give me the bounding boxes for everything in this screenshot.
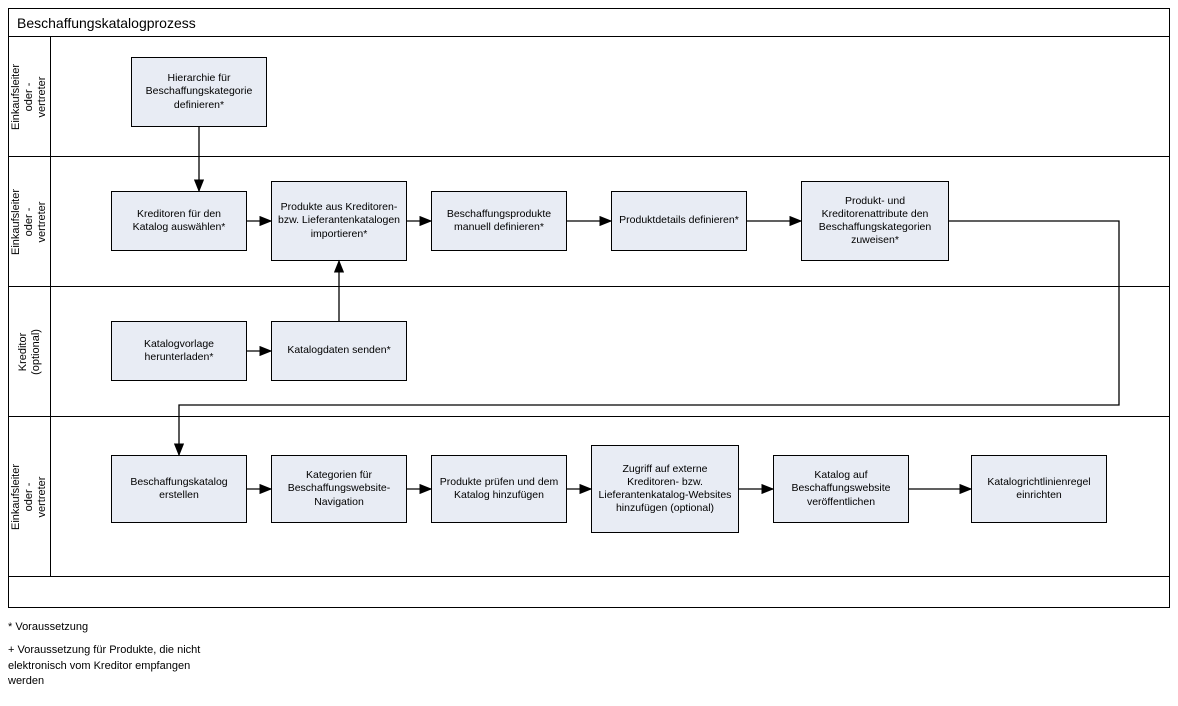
node-n1: Hierarchie für Beschaffungskategorie def… bbox=[131, 57, 267, 127]
footnote-2: + Voraussetzung für Produkte, die nicht … bbox=[8, 643, 208, 689]
node-n4: Beschaffungsprodukte manuell definieren* bbox=[431, 191, 567, 251]
lane-3-body: Katalogvorlage herunterladen* Katalogdate… bbox=[51, 287, 1169, 416]
node-n7: Katalogvorlage herunterladen* bbox=[111, 321, 247, 381]
lane-2-body: Kreditoren für den Katalog auswählen* Pro… bbox=[51, 157, 1169, 286]
node-n3: Produkte aus Kreditoren- bzw. Lieferante… bbox=[271, 181, 407, 261]
node-n8: Katalogdaten senden* bbox=[271, 321, 407, 381]
node-n11: Produkte prüfen und dem Katalog hinzufüg… bbox=[431, 455, 567, 523]
node-n10: Kategorien für Beschaffungswebsite-Navig… bbox=[271, 455, 407, 523]
node-n14: Katalogrichtlinienregel einrichten bbox=[971, 455, 1107, 523]
footnote-1: * Voraussetzung bbox=[8, 620, 208, 635]
swimlane-diagram: Beschaffungskatalogprozess Einkaufsleite… bbox=[8, 8, 1170, 608]
lane-4: Einkaufsleiter oder -vertreter Beschaffu… bbox=[9, 417, 1169, 577]
lane-2-label: Einkaufsleiter oder -vertreter bbox=[9, 157, 51, 286]
footnotes: * Voraussetzung + Voraussetzung für Prod… bbox=[8, 620, 1170, 690]
diagram-title: Beschaffungskatalogprozess bbox=[9, 9, 1169, 37]
node-n9: Beschaffungskatalog erstellen bbox=[111, 455, 247, 523]
lane-1: Einkaufsleiter oder -vertreter Hierarchi… bbox=[9, 37, 1169, 157]
lane-3-label: Kreditor (optional) bbox=[9, 287, 51, 416]
node-n12: Zugriff auf externe Kreditoren- bzw. Lie… bbox=[591, 445, 739, 533]
lane-4-label: Einkaufsleiter oder -vertreter bbox=[9, 417, 51, 576]
lane-1-label: Einkaufsleiter oder -vertreter bbox=[9, 37, 51, 156]
node-n5: Produktdetails definieren* bbox=[611, 191, 747, 251]
node-n13: Katalog auf Beschaffungswebsite veröffen… bbox=[773, 455, 909, 523]
lane-4-body: Beschaffungskatalog erstellen Kategorien … bbox=[51, 417, 1169, 576]
node-n6: Produkt- und Kreditorenattribute den Bes… bbox=[801, 181, 949, 261]
lane-3: Kreditor (optional) Katalogvorlage herun… bbox=[9, 287, 1169, 417]
lane-2: Einkaufsleiter oder -vertreter Kreditore… bbox=[9, 157, 1169, 287]
node-n2: Kreditoren für den Katalog auswählen* bbox=[111, 191, 247, 251]
lane-1-body: Hierarchie für Beschaffungskategorie def… bbox=[51, 37, 1169, 156]
